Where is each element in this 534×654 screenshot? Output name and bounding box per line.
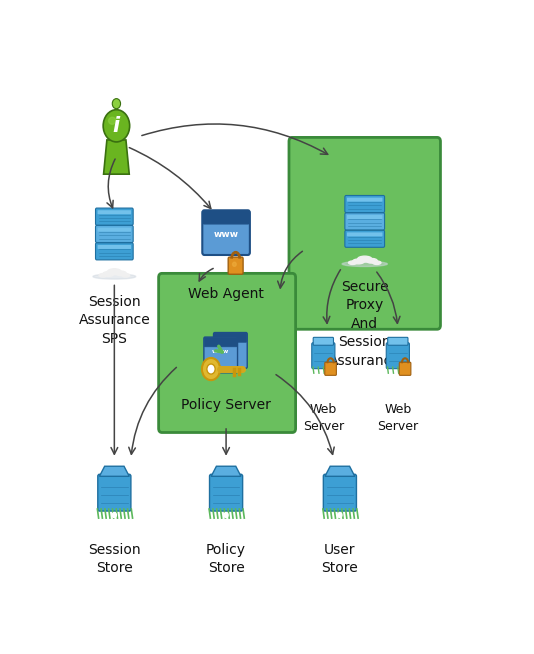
FancyBboxPatch shape: [347, 232, 382, 236]
FancyBboxPatch shape: [203, 211, 249, 224]
Ellipse shape: [99, 273, 107, 277]
FancyBboxPatch shape: [96, 243, 133, 260]
FancyBboxPatch shape: [98, 245, 131, 249]
FancyBboxPatch shape: [325, 362, 336, 375]
Polygon shape: [99, 466, 129, 476]
FancyBboxPatch shape: [228, 257, 243, 274]
Text: Session
Assurance
SPS: Session Assurance SPS: [78, 295, 150, 346]
FancyBboxPatch shape: [345, 213, 384, 230]
Ellipse shape: [232, 262, 236, 266]
Text: www: www: [214, 230, 239, 239]
FancyBboxPatch shape: [209, 474, 242, 511]
Text: i: i: [113, 116, 120, 136]
Ellipse shape: [366, 258, 378, 263]
FancyBboxPatch shape: [96, 208, 133, 225]
Circle shape: [207, 364, 215, 374]
Text: Web
Server: Web Server: [303, 404, 344, 434]
Ellipse shape: [116, 271, 126, 276]
FancyBboxPatch shape: [205, 337, 237, 347]
Text: www: www: [222, 344, 239, 349]
FancyBboxPatch shape: [204, 337, 238, 373]
Polygon shape: [104, 140, 129, 174]
Text: Policy Server: Policy Server: [181, 398, 271, 412]
Text: www: www: [212, 349, 229, 354]
Text: Policy
Store: Policy Store: [206, 543, 246, 575]
Circle shape: [103, 110, 130, 142]
Text: Web
Server: Web Server: [377, 404, 419, 434]
FancyBboxPatch shape: [388, 337, 408, 345]
Polygon shape: [325, 466, 355, 476]
Ellipse shape: [349, 261, 357, 264]
FancyBboxPatch shape: [345, 230, 384, 247]
FancyBboxPatch shape: [324, 474, 357, 511]
FancyBboxPatch shape: [214, 333, 247, 342]
FancyBboxPatch shape: [202, 211, 250, 255]
FancyBboxPatch shape: [345, 196, 384, 213]
Text: Secure
Proxy
And
Session
Assurance: Secure Proxy And Session Assurance: [329, 280, 400, 368]
FancyBboxPatch shape: [386, 343, 410, 369]
FancyBboxPatch shape: [347, 215, 382, 219]
Ellipse shape: [352, 259, 364, 264]
Circle shape: [338, 513, 342, 517]
Circle shape: [112, 513, 116, 517]
FancyBboxPatch shape: [98, 474, 131, 511]
FancyBboxPatch shape: [312, 343, 335, 369]
Ellipse shape: [103, 271, 114, 277]
Ellipse shape: [107, 269, 121, 275]
FancyBboxPatch shape: [347, 198, 382, 201]
FancyBboxPatch shape: [98, 210, 131, 215]
Polygon shape: [211, 466, 241, 476]
FancyBboxPatch shape: [214, 332, 247, 368]
Ellipse shape: [358, 256, 372, 262]
FancyBboxPatch shape: [159, 273, 296, 432]
FancyBboxPatch shape: [399, 362, 411, 375]
Circle shape: [224, 513, 228, 517]
Text: Web Agent: Web Agent: [188, 288, 264, 301]
Text: User
Store: User Store: [321, 543, 358, 575]
Ellipse shape: [93, 274, 136, 279]
Ellipse shape: [373, 261, 381, 264]
FancyBboxPatch shape: [313, 337, 333, 345]
Text: Session
Store: Session Store: [88, 543, 140, 575]
FancyBboxPatch shape: [289, 137, 441, 329]
Ellipse shape: [108, 117, 116, 124]
FancyBboxPatch shape: [98, 228, 131, 232]
Circle shape: [112, 99, 121, 109]
Ellipse shape: [122, 273, 130, 277]
Ellipse shape: [342, 262, 387, 266]
Circle shape: [202, 358, 220, 380]
FancyBboxPatch shape: [96, 226, 133, 243]
